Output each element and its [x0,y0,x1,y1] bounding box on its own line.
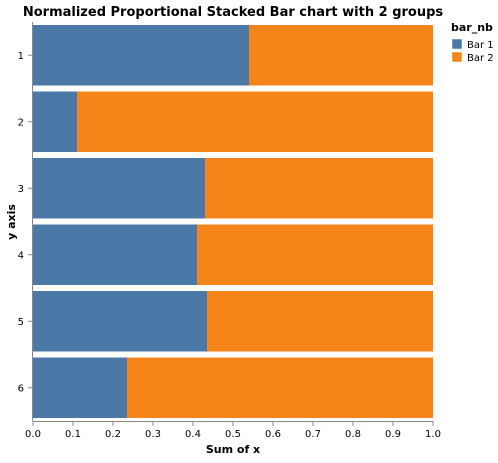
y-axis-label: y axis [5,204,18,240]
bar-1-series-1 [33,25,249,86]
x-tick-label: 0.1 [65,429,81,440]
bar-3-series-1 [33,158,205,219]
x-tick-label: 0.6 [265,429,281,440]
x-tick-label: 1.0 [425,429,441,440]
x-tick-label: 0.2 [105,429,121,440]
x-tick-label: 0.3 [145,429,161,440]
bar-6-series-1 [33,357,127,418]
y-tick-label: 6 [18,383,24,394]
y-axis: 1 2 3 4 5 6 [18,22,33,421]
y-tick-label: 2 [18,117,24,128]
legend-label: Bar 1 [467,40,494,51]
bar-5-series-2 [207,291,433,352]
bar-2-series-2 [77,91,433,152]
y-tick-label: 5 [18,317,24,328]
x-axis-label: Sum of x [206,443,260,456]
legend-swatch [451,51,463,63]
bar-2-series-1 [33,91,77,152]
x-tick-label: 0.9 [385,429,401,440]
bar-5-series-1 [33,291,207,352]
y-tick-label: 4 [18,250,24,261]
chart-title: Normalized Proportional Stacked Bar char… [23,5,444,20]
x-tick-label: 0.4 [185,429,201,440]
y-tick-label: 1 [18,51,24,62]
x-axis: 0.0 0.1 0.2 0.3 0.4 0.5 0.6 0.7 0.8 0.9 1.0 [25,421,441,440]
x-tick-label: 0.7 [305,429,321,440]
bar-4-series-2 [197,224,433,285]
y-tick-label: 3 [18,184,24,195]
x-tick-label: 0.5 [225,429,241,440]
bar-6-series-2 [127,357,433,418]
legend-title: bar_nb [451,21,493,34]
x-tick-label: 0.0 [25,429,41,440]
plot-area [33,25,433,418]
x-tick-label: 0.8 [345,429,361,440]
legend: bar_nb Bar 1 Bar 2 [451,21,494,64]
bar-4-series-1 [33,224,197,285]
bar-1-series-2 [249,25,433,86]
legend-swatch [451,38,463,50]
bar-3-series-2 [205,158,433,219]
legend-label: Bar 2 [467,53,494,64]
